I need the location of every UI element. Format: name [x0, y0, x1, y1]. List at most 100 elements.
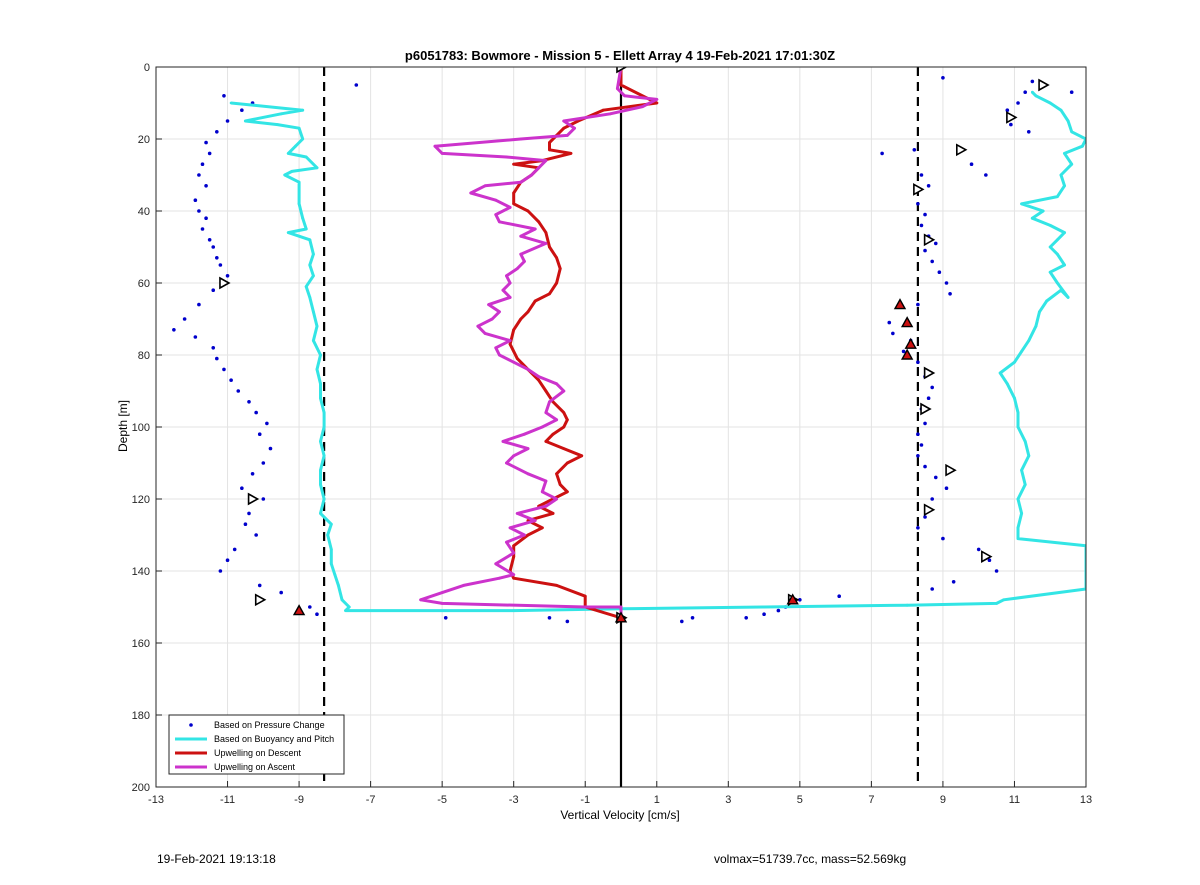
triangle-marker: [923, 233, 936, 247]
x-tick-label: -9: [294, 794, 304, 806]
series-vertex: [555, 472, 559, 476]
y-tick-label: 200: [132, 782, 150, 794]
series-vertex: [565, 461, 569, 465]
series-vertex: [508, 342, 512, 346]
series-vertex: [329, 548, 333, 551]
series-vertex: [319, 353, 322, 357]
series-vertex: [526, 209, 530, 213]
legend-swatch: [189, 723, 193, 727]
pressure-point: [222, 367, 226, 372]
series-vertex: [555, 281, 559, 285]
legend-label: Based on Pressure Change: [214, 720, 325, 730]
series-vertex: [1055, 281, 1059, 285]
series-vertex: [548, 141, 551, 145]
pressure-point: [247, 511, 251, 516]
pressure-point: [776, 608, 781, 613]
series-vertex: [1002, 598, 1006, 602]
pressure-point: [207, 238, 212, 242]
series-vertex: [512, 191, 516, 195]
pressure-point: [916, 360, 920, 365]
series-vertex: [523, 432, 526, 436]
series-vertex: [544, 242, 548, 245]
pressure-point: [923, 515, 927, 519]
series-vertex: [555, 256, 559, 260]
series-vertex: [995, 602, 998, 605]
series-vertex: [1063, 263, 1066, 267]
series-vertex: [1034, 324, 1038, 328]
triangle-marker: [1006, 111, 1018, 124]
series-vertex: [1020, 512, 1024, 515]
axes-box: [155, 66, 1087, 788]
series-vertex: [1020, 350, 1024, 353]
y-axis-label: Depth [m]: [116, 400, 130, 452]
series-vertex: [1023, 483, 1027, 486]
series-vertex: [523, 533, 526, 537]
legend-label: Based on Buoyancy and Pitch: [214, 734, 334, 744]
pressure-point: [1026, 130, 1031, 134]
series-vertex: [297, 202, 301, 206]
pressure-point: [240, 486, 244, 491]
pressure-point: [994, 569, 999, 573]
pressure-point: [218, 569, 223, 573]
series-vertex: [494, 213, 498, 217]
pressure-point: [354, 83, 359, 87]
pressure-point: [215, 255, 219, 260]
series-vertex: [515, 357, 519, 360]
x-tick-label: -7: [366, 794, 376, 806]
pressure-point: [837, 594, 841, 598]
series-vertex: [519, 180, 523, 184]
series-vertex: [294, 144, 297, 148]
series-vertex: [619, 605, 623, 609]
series-vertex: [329, 522, 333, 526]
series-vertex: [1016, 425, 1020, 429]
series-vertex: [523, 260, 526, 263]
series-vertex: [555, 382, 559, 386]
series-vertex: [1059, 108, 1063, 112]
series-vertex: [569, 152, 573, 155]
series-vertex: [319, 382, 322, 386]
series-vertex: [1030, 216, 1034, 220]
series-vertex: [440, 591, 444, 594]
pressure-point: [204, 216, 208, 220]
pressure-point: [261, 461, 266, 465]
series-vertex: [580, 454, 584, 458]
pressure-point: [1030, 79, 1035, 84]
pressure-point: [919, 173, 924, 177]
pressure-point: [930, 259, 934, 264]
pressure-point: [308, 605, 312, 609]
series-vertex: [494, 346, 498, 350]
series-vertex: [1081, 144, 1084, 148]
triangle-marker: [1038, 78, 1050, 92]
pressure-point: [547, 616, 552, 620]
series-vertex: [505, 155, 508, 159]
series-vertex: [616, 87, 619, 90]
series-vertex: [1066, 119, 1070, 123]
series-vertex: [555, 584, 559, 587]
y-tick-label: 120: [132, 494, 150, 506]
series-vertex: [483, 332, 487, 335]
series-vertex: [315, 324, 319, 328]
series-vertex: [1055, 195, 1059, 199]
red-triangle-marker: [893, 298, 907, 310]
series-vertex: [315, 166, 319, 170]
series-vertex: [1048, 224, 1052, 227]
series-vertex: [508, 296, 512, 299]
legend-label: Upwelling on Ascent: [214, 762, 296, 772]
series-vertex: [322, 411, 326, 414]
series-vertex: [419, 598, 423, 602]
series-vertex: [319, 483, 322, 486]
series-vertex: [301, 108, 305, 112]
series-vertex: [573, 126, 576, 130]
pressure-point: [443, 616, 448, 620]
series-vertex: [537, 166, 541, 170]
pressure-point: [204, 140, 208, 145]
series-vertex: [319, 440, 322, 443]
series-vertex: [540, 425, 544, 429]
legend-box: [168, 714, 345, 775]
pressure-point: [172, 328, 176, 332]
pressure-point: [880, 151, 884, 156]
series-vertex: [497, 576, 501, 580]
series-vertex: [497, 220, 501, 224]
x-tick-label: 13: [1080, 794, 1092, 806]
triangle-marker: [923, 503, 936, 517]
